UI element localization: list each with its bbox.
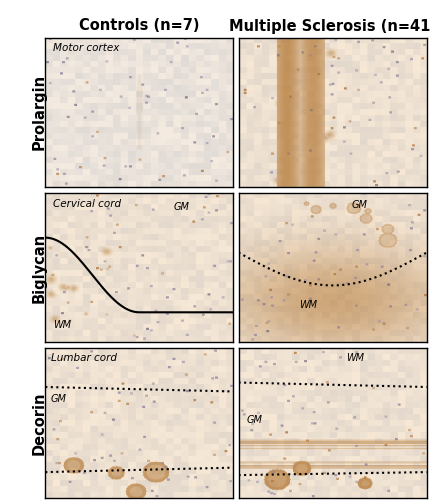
Text: GM: GM bbox=[350, 200, 366, 210]
Text: Cervical cord: Cervical cord bbox=[52, 199, 121, 209]
Text: Decorin: Decorin bbox=[31, 391, 46, 454]
Text: Controls (n=7): Controls (n=7) bbox=[79, 18, 199, 34]
Text: GM: GM bbox=[51, 394, 67, 404]
Text: Biglycan: Biglycan bbox=[31, 232, 46, 302]
Text: Prolargin: Prolargin bbox=[31, 74, 46, 150]
Text: Lumbar cord: Lumbar cord bbox=[51, 352, 117, 362]
Text: Multiple Sclerosis (n=41): Multiple Sclerosis (n=41) bbox=[228, 18, 430, 34]
Text: WM: WM bbox=[345, 352, 363, 362]
Text: Motor cortex: Motor cortex bbox=[52, 44, 119, 54]
Text: WM: WM bbox=[52, 320, 71, 330]
Text: WM: WM bbox=[298, 300, 316, 310]
Text: GM: GM bbox=[246, 416, 261, 426]
Text: GM: GM bbox=[173, 202, 189, 212]
